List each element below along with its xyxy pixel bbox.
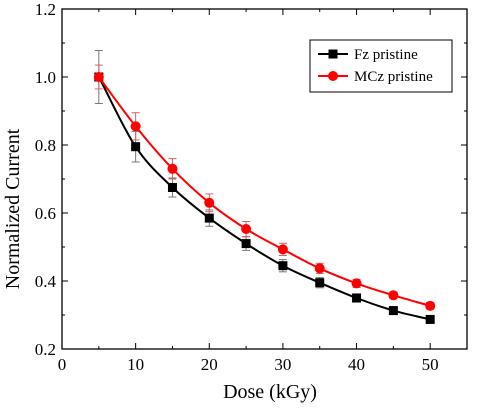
y-tick-label: 1.2 [35,0,56,19]
legend-box [309,39,453,93]
data-point-fz-pristine [388,306,398,316]
y-tick-label: 0.2 [35,340,56,359]
x-tick-label: 20 [201,355,218,374]
legend: Fz pristine MCz pristine [309,39,453,93]
data-point-mcz-pristine [241,223,252,234]
legend-marker-fz-pristine [328,49,338,59]
data-point-mcz-pristine [130,121,141,132]
x-axis-title: Dose (kGy) [223,381,317,403]
plot-area [93,49,436,324]
x-tick-label: 10 [127,355,144,374]
x-tick-label: 40 [348,355,365,374]
y-tick-label: 1.0 [35,68,56,87]
data-point-fz-pristine [204,213,214,223]
legend-label-mcz-pristine: MCz pristine [354,69,433,85]
data-point-mcz-pristine [425,300,436,311]
data-point-mcz-pristine [388,290,399,301]
data-point-fz-pristine [425,314,435,324]
y-tick-label: 0.8 [35,136,56,155]
x-tick-label: 30 [274,355,291,374]
series-line-mcz-pristine [98,76,431,307]
y-tick-label: 0.6 [35,204,56,223]
legend-marker-mcz-pristine [328,71,338,81]
data-point-mcz-pristine [93,72,104,82]
data-point-mcz-pristine [351,278,362,289]
data-point-fz-pristine [352,293,362,303]
data-point-mcz-pristine [204,197,215,208]
x-tick-label: 0 [58,355,67,374]
data-point-fz-pristine [167,183,177,192]
data-point-fz-pristine [131,142,141,152]
y-tick-label: 0.4 [35,272,57,291]
data-point-fz-pristine [278,261,288,271]
series-line-fz-pristine [97,76,431,321]
legend-label-fz-pristine: Fz pristine [354,47,418,63]
data-point-mcz-pristine [314,263,325,274]
axes: 0 10 20 30 40 50 0.2 0.4 0.6 0.8 1.0 1.2 [35,0,468,374]
data-point-mcz-pristine [277,244,288,255]
data-point-fz-pristine [241,239,251,249]
data-point-mcz-pristine [167,163,178,174]
x-tick-label: 50 [422,355,439,374]
y-axis-title: Normalized Current [2,128,24,289]
data-point-fz-pristine [315,278,325,288]
